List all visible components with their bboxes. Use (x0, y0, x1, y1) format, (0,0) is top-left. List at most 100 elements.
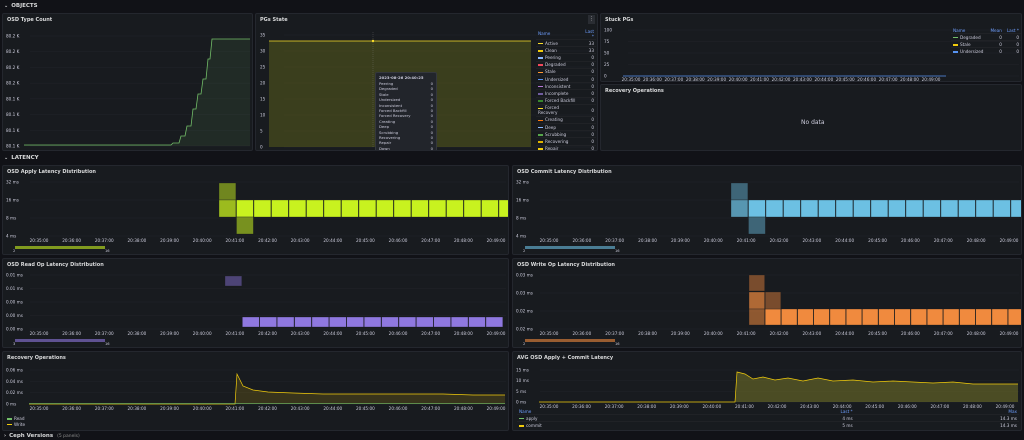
heatmap-cell (294, 316, 312, 328)
legend-item[interactable]: Undersized 0 (536, 74, 596, 83)
legend-swatch (519, 425, 524, 427)
legend-item[interactable]: Undersized 0 0 (951, 47, 1021, 55)
y-tick-label: 0.00 ms (6, 313, 23, 318)
legend-item[interactable]: Stale 0 (536, 67, 596, 76)
panel-osd-apply-latency[interactable]: OSD Apply Latency Distribution 32 ms 16 m… (2, 165, 509, 255)
legend-last: 5 ms (727, 421, 855, 429)
legend-item[interactable]: Degraded 0 (536, 60, 596, 69)
x-tick-label: 20:49:00 (487, 331, 506, 336)
tooltip-series: Forced Recovery (379, 113, 411, 119)
legend-col-last[interactable]: Last * (1006, 27, 1019, 33)
x-tick-label: 20:36:00 (572, 331, 591, 336)
heatmap-cell (835, 199, 854, 218)
legend-swatch (538, 78, 543, 81)
x-tick-label: 20:47:00 (930, 404, 949, 409)
heatmap-cell (781, 308, 798, 326)
panel-recovery-operations[interactable]: Recovery Operations 0.06 ms 0.04 ms 0.02 m… (2, 351, 509, 431)
legend-item[interactable]: Peering 0 (536, 53, 596, 62)
legend-item[interactable]: apply 4 ms 14.3 ms (517, 413, 1019, 422)
row-objects[interactable]: ⌄ OBJECTS (0, 0, 1024, 12)
panel-stuck-pgs[interactable]: Stuck PGs 100 75 50 25 0 20:35:00 20:36:00 20:3… (600, 13, 1022, 82)
legend-item[interactable]: Read (7, 416, 67, 422)
legend-series-name: Undersized (536, 74, 581, 83)
x-tick-label: 20:45:00 (356, 406, 375, 411)
legend-item[interactable]: Inconsistent 0 (536, 82, 596, 90)
legend-item[interactable]: Incomplete 0 (536, 89, 596, 97)
y-tick-label: 15 (260, 97, 266, 102)
tooltip-value: 0 (430, 135, 433, 141)
heatmap-cell (730, 199, 749, 218)
legend-swatch (538, 126, 543, 129)
heatmap-cell (364, 316, 382, 328)
heatmap-cell (800, 199, 819, 218)
x-tick-label: 20:41:00 (735, 404, 754, 409)
legend-item[interactable]: Deep 0 (536, 123, 596, 131)
panel-avg-latency[interactable]: AVG OSD Apply + Commit Latency 15 ms 10 m… (512, 351, 1022, 431)
legend-col-name[interactable]: Name (519, 408, 532, 414)
x-tick-label: 20:38:00 (637, 404, 656, 409)
legend-item[interactable]: Clean 33 (536, 46, 596, 54)
x-tick-label: 20:49:00 (487, 238, 506, 243)
recovery-legend: Read Write (7, 416, 67, 427)
row-latency[interactable]: ⌄ LATENCY (0, 152, 1024, 164)
x-tick-label: 20:47:00 (934, 238, 953, 243)
legend-item[interactable]: Forced Backfill 0 (536, 96, 596, 105)
legend-item[interactable]: Degraded 0 0 (951, 32, 1021, 41)
legend-col-mean[interactable]: Mean (990, 27, 1002, 33)
legend-value: 0 (580, 130, 596, 138)
heatmap-cell (1010, 199, 1021, 218)
scale-min: 2 (523, 249, 525, 253)
x-tick-label: 20:36:00 (572, 238, 591, 243)
y-tick-label: 32 ms (6, 180, 19, 185)
legend-swatch (7, 423, 12, 426)
panel-osd-read-latency[interactable]: OSD Read Op Latency Distribution 0.01 ms… (2, 258, 509, 348)
tooltip-series: Inconsistent (379, 102, 403, 108)
legend-item[interactable]: Scrubbing 0 (536, 130, 596, 138)
heatmap-cell (236, 216, 254, 235)
legend-item[interactable]: commit 5 ms 14.3 ms (517, 421, 1019, 429)
x-tick-label: 20:35:00 (30, 406, 49, 411)
legend-series-name: Read (14, 416, 25, 421)
legend-col-last[interactable]: Last * (585, 28, 594, 39)
legend-item[interactable]: Creating 0 (536, 115, 596, 124)
legend-col-last[interactable]: Last * (840, 408, 853, 414)
panel-osd-commit-latency[interactable]: OSD Commit Latency Distribution 32 ms 16 … (512, 165, 1022, 255)
legend-item[interactable]: Active 33 (536, 38, 596, 47)
tooltip-value: 0 (430, 145, 433, 151)
tooltip-row: Peering 0 (379, 81, 433, 86)
legend-item[interactable]: Forced Recovery 0 (536, 103, 596, 117)
tooltip-value: 0 (430, 86, 433, 92)
heatmap-cell (329, 316, 347, 328)
legend-series-name: Scrubbing (536, 130, 581, 138)
tooltip-value: 0 (430, 108, 433, 114)
panel-osd-write-latency[interactable]: OSD Write Op Latency Distribution 0.03 m… (512, 258, 1022, 348)
heatmap-cell (277, 316, 295, 328)
x-tick-label: 20:47:00 (421, 331, 440, 336)
y-tick-label: 80.1 K (6, 128, 20, 133)
ellipsis-vertical-icon[interactable]: ⋮ (588, 15, 595, 24)
legend-item[interactable]: Write (7, 422, 67, 428)
legend-item[interactable]: Recovering 0 (536, 137, 596, 146)
legend-col-name[interactable]: Name (538, 31, 551, 36)
legend-item[interactable]: Stale 0 0 (951, 40, 1021, 48)
heatmap-cell (341, 199, 359, 218)
panel-recovery-operations-top[interactable]: Recovery Operations No data (600, 84, 1022, 151)
x-tick-label: 20:45:00 (865, 404, 884, 409)
legend-mean: 0 (987, 47, 1004, 55)
heatmap-cell (910, 308, 927, 326)
tooltip-row: Repair 0 (379, 140, 433, 145)
legend-col-name[interactable]: Name (953, 27, 966, 33)
row-ceph-versions[interactable]: › Ceph Versions (5 panels) (0, 432, 1024, 440)
y-tick-label: 5 (260, 129, 263, 134)
x-tick-label: 20:37:00 (664, 77, 683, 82)
legend-series-name: Recovering (536, 137, 581, 146)
y-tick-label: 0.06 ms (6, 368, 23, 373)
legend-col-max[interactable]: Max (1008, 408, 1017, 414)
legend-item[interactable]: Repair 0 (536, 144, 596, 150)
panel-title: OSD Apply Latency Distribution (7, 169, 96, 175)
x-tick-label: 20:35:00 (540, 331, 559, 336)
x-tick-label: 20:36:00 (62, 238, 81, 243)
panel-pgs-state[interactable]: PGs State ⋮ 3530252015105020:3520:4020:4… (255, 13, 598, 151)
legend-series-name: Stale (951, 40, 988, 48)
